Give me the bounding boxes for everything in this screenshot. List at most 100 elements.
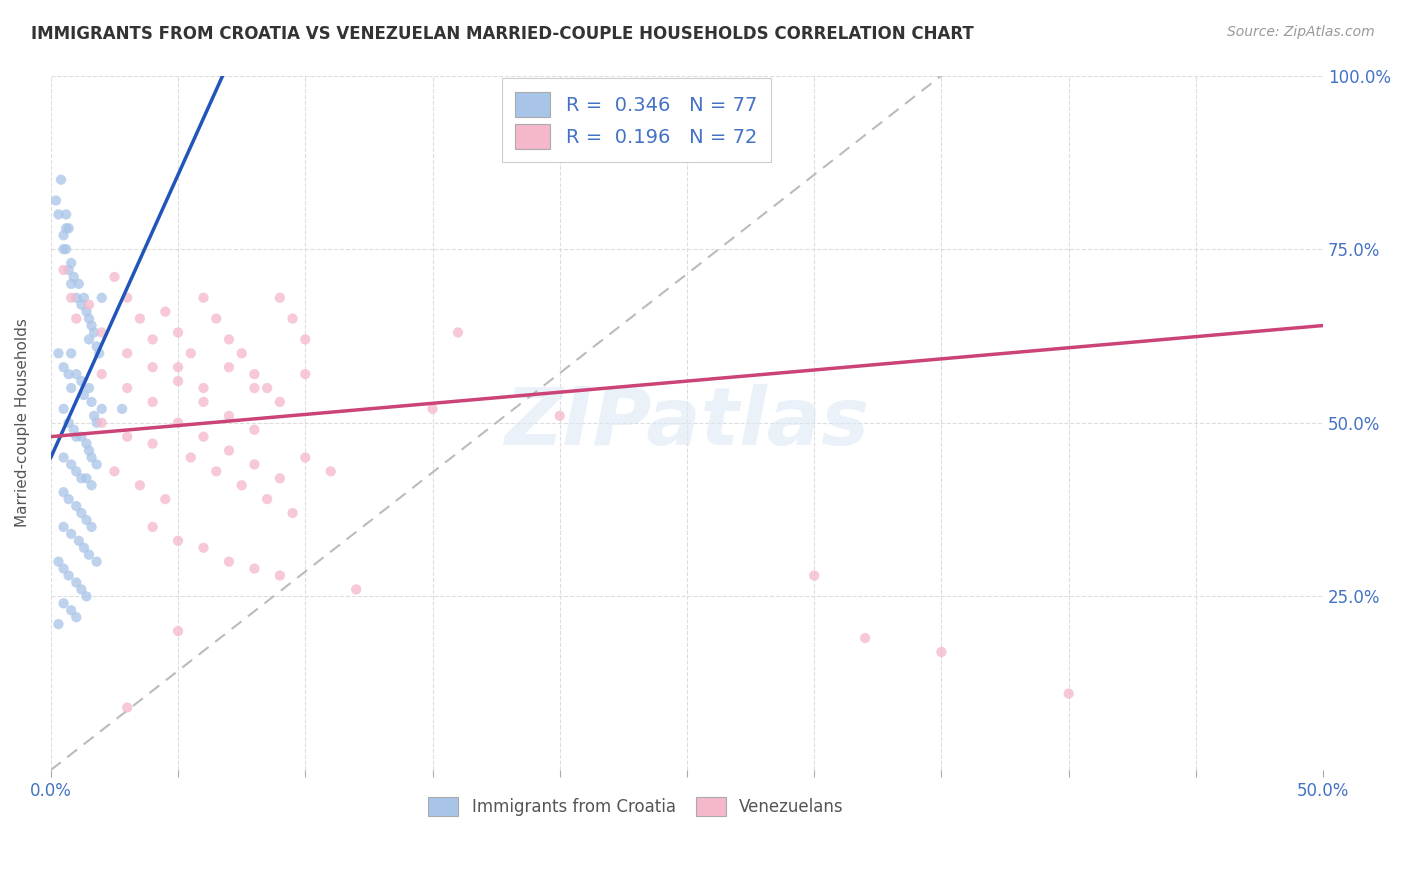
- Point: [58, 367, 80, 381]
- Point: [803, 568, 825, 582]
- Point: [58, 263, 80, 277]
- Point: [344, 582, 367, 597]
- Point: [205, 311, 228, 326]
- Point: [167, 326, 190, 340]
- Point: [269, 471, 291, 485]
- Point: [45, 194, 67, 208]
- Point: [90, 291, 112, 305]
- Point: [77, 443, 100, 458]
- Point: [193, 541, 215, 555]
- Point: [70, 506, 93, 520]
- Point: [155, 304, 177, 318]
- Point: [52, 485, 75, 500]
- Point: [115, 700, 138, 714]
- Point: [142, 360, 165, 375]
- Point: [447, 326, 470, 340]
- Point: [77, 311, 100, 326]
- Point: [90, 367, 112, 381]
- Point: [218, 333, 240, 347]
- Point: [167, 533, 190, 548]
- Point: [60, 381, 83, 395]
- Text: IMMIGRANTS FROM CROATIA VS VENEZUELAN MARRIED-COUPLE HOUSEHOLDS CORRELATION CHAR: IMMIGRANTS FROM CROATIA VS VENEZUELAN MA…: [31, 25, 974, 43]
- Point: [142, 395, 165, 409]
- Point: [205, 464, 228, 478]
- Point: [115, 291, 138, 305]
- Point: [193, 381, 215, 395]
- Point: [243, 458, 266, 472]
- Point: [60, 277, 83, 291]
- Point: [103, 464, 125, 478]
- Point: [75, 513, 97, 527]
- Point: [58, 568, 80, 582]
- Point: [243, 381, 266, 395]
- Point: [269, 568, 291, 582]
- Point: [60, 291, 83, 305]
- Point: [218, 443, 240, 458]
- Point: [48, 617, 70, 632]
- Point: [70, 298, 93, 312]
- Point: [52, 360, 75, 375]
- Point: [65, 610, 87, 624]
- Point: [86, 339, 108, 353]
- Point: [55, 207, 77, 221]
- Point: [243, 561, 266, 575]
- Point: [75, 590, 97, 604]
- Point: [193, 291, 215, 305]
- Point: [1057, 687, 1080, 701]
- Point: [70, 430, 93, 444]
- Point: [77, 548, 100, 562]
- Point: [77, 333, 100, 347]
- Point: [52, 263, 75, 277]
- Point: [77, 298, 100, 312]
- Text: Source: ZipAtlas.com: Source: ZipAtlas.com: [1227, 25, 1375, 39]
- Point: [294, 367, 316, 381]
- Point: [60, 603, 83, 617]
- Point: [49, 172, 72, 186]
- Point: [70, 471, 93, 485]
- Point: [193, 430, 215, 444]
- Point: [111, 401, 134, 416]
- Point: [80, 318, 103, 333]
- Point: [65, 464, 87, 478]
- Point: [167, 416, 190, 430]
- Point: [86, 458, 108, 472]
- Point: [269, 395, 291, 409]
- Point: [548, 409, 571, 423]
- Point: [422, 401, 444, 416]
- Point: [60, 346, 83, 360]
- Point: [73, 388, 96, 402]
- Point: [256, 381, 278, 395]
- Point: [62, 423, 84, 437]
- Point: [48, 207, 70, 221]
- Point: [128, 311, 150, 326]
- Point: [167, 360, 190, 375]
- Text: ZIPatlas: ZIPatlas: [505, 384, 869, 462]
- Point: [142, 520, 165, 534]
- Legend: Immigrants from Croatia, Venezuelans: Immigrants from Croatia, Venezuelans: [420, 789, 852, 824]
- Point: [115, 346, 138, 360]
- Point: [90, 401, 112, 416]
- Point: [58, 221, 80, 235]
- Point: [83, 409, 105, 423]
- Point: [167, 624, 190, 639]
- Point: [75, 471, 97, 485]
- Point: [103, 269, 125, 284]
- Point: [269, 291, 291, 305]
- Point: [52, 401, 75, 416]
- Point: [256, 492, 278, 507]
- Point: [218, 360, 240, 375]
- Point: [80, 478, 103, 492]
- Point: [52, 450, 75, 465]
- Point: [80, 520, 103, 534]
- Point: [52, 228, 75, 243]
- Point: [67, 533, 90, 548]
- Point: [142, 436, 165, 450]
- Point: [55, 242, 77, 256]
- Point: [90, 416, 112, 430]
- Point: [70, 582, 93, 597]
- Point: [65, 291, 87, 305]
- Point: [86, 416, 108, 430]
- Point: [48, 555, 70, 569]
- Point: [180, 346, 202, 360]
- Point: [319, 464, 342, 478]
